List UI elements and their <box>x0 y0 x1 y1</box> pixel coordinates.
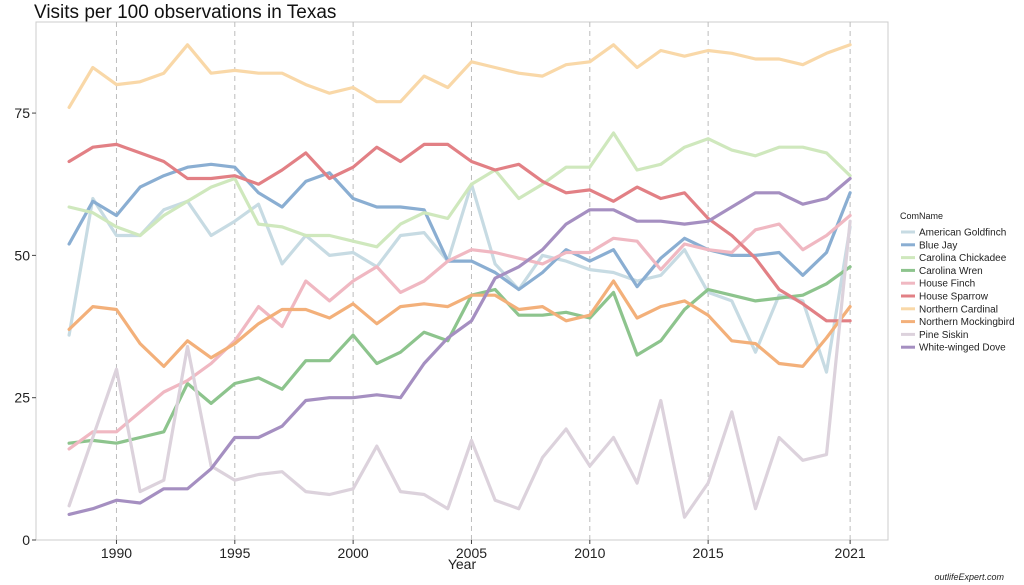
series-line-american-goldfinch <box>67 182 852 374</box>
series-line-northern-cardinal <box>67 43 852 109</box>
y-axis: 0 25 50 75 <box>14 105 36 548</box>
chart-title: Visits per 100 observations in Texas <box>34 2 336 23</box>
legend-label-carolina-chickadee: Carolina Chickadee <box>919 253 1007 264</box>
x-axis: 1990 1995 2000 2005 2010 2015 2021 <box>101 540 866 561</box>
series-line-carolina-chickadee <box>67 131 852 249</box>
x-tick-label: 2010 <box>574 545 605 561</box>
plot-panel <box>35 21 889 541</box>
legend-label-pine-siskin: Pine Siskin <box>919 330 968 341</box>
legend-label-white-winged-dove: White-winged Dove <box>919 343 1006 354</box>
legend-label-house-sparrow: House Sparrow <box>919 292 989 303</box>
legend-label-northern-cardinal: Northern Cardinal <box>919 304 998 315</box>
x-tick-label: 2021 <box>835 545 866 561</box>
legend-title: ComName <box>900 211 943 221</box>
x-axis-title: Year <box>448 556 477 572</box>
x-tick-label: 1990 <box>101 545 132 561</box>
x-tick-label: 2005 <box>456 545 487 561</box>
series-lines <box>67 43 852 519</box>
series-line-house-sparrow <box>67 142 852 323</box>
legend-label-northern-mockingbird: Northern Mockingbird <box>919 317 1015 328</box>
legend-label-house-finch: House Finch <box>919 279 975 290</box>
series-line-pine-siskin <box>67 219 852 519</box>
y-tick-label: 25 <box>14 390 30 406</box>
legend-label-blue-jay: Blue Jay <box>919 240 957 251</box>
watermark: outlifeExpert.com <box>934 572 1004 582</box>
legend-label-american-goldfinch: American Goldfinch <box>919 228 1006 239</box>
series-line-carolina-wren <box>67 265 852 445</box>
x-tick-label: 2015 <box>693 545 724 561</box>
legend-label-carolina-wren: Carolina Wren <box>919 266 983 277</box>
x-tick-label: 1995 <box>219 545 250 561</box>
y-tick-label: 0 <box>22 532 30 548</box>
y-tick-label: 50 <box>14 247 30 263</box>
series-line-white-winged-dove <box>67 176 852 516</box>
x-tick-label: 2000 <box>338 545 369 561</box>
series-line-northern-mockingbird <box>67 279 852 368</box>
series-line-house-finch <box>67 213 852 451</box>
y-tick-label: 75 <box>14 105 30 121</box>
